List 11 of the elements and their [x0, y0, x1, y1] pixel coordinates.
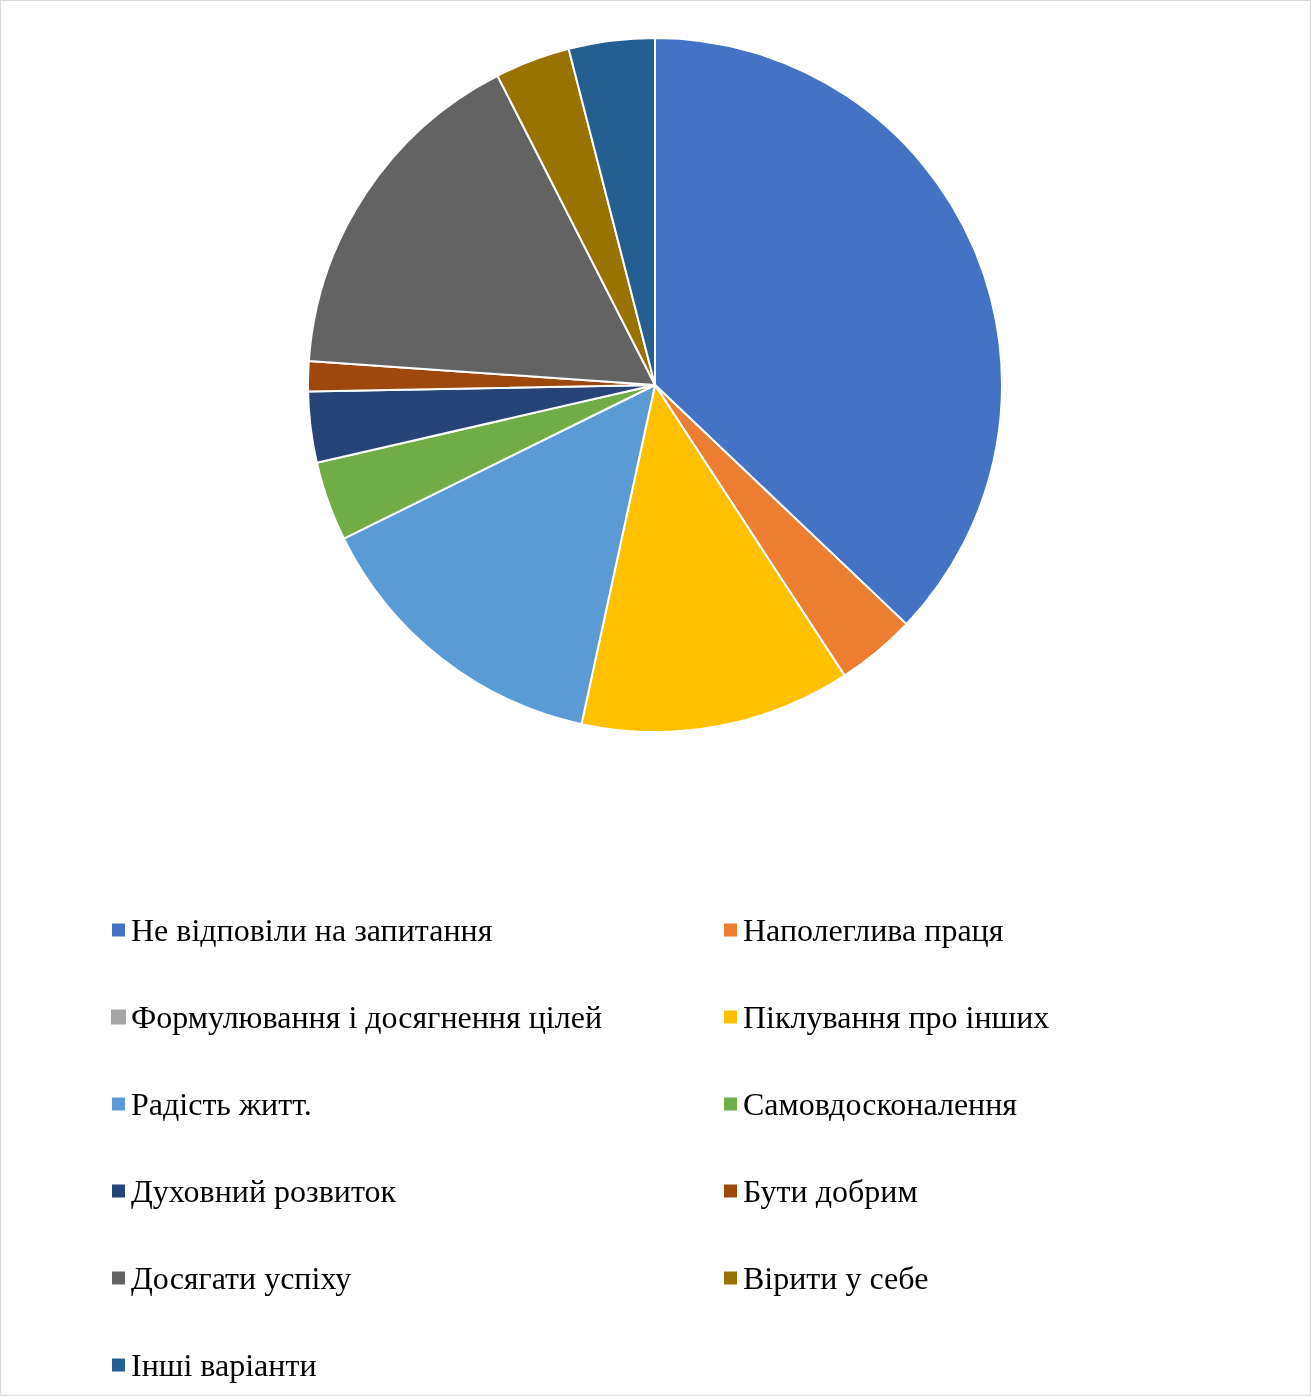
legend-label: Бути добрим — [743, 1173, 918, 1209]
legend-label: Радість житт. — [131, 1086, 312, 1122]
legend-label: Не відповіли на запитання — [131, 912, 493, 948]
legend-label: Вірити у себе — [743, 1260, 929, 1296]
legend-label: Досягати успіху — [131, 1260, 352, 1296]
legend-label: Духовний розвиток — [131, 1173, 397, 1209]
legend-label: Піклування про інших — [743, 999, 1050, 1035]
legend-label: Інші варіанти — [131, 1347, 317, 1383]
legend-label: Самовдосконалення — [743, 1086, 1018, 1122]
legend-label: Формулювання і досягнення цілей — [131, 999, 602, 1035]
legend-label: Наполеглива праця — [743, 912, 1004, 948]
